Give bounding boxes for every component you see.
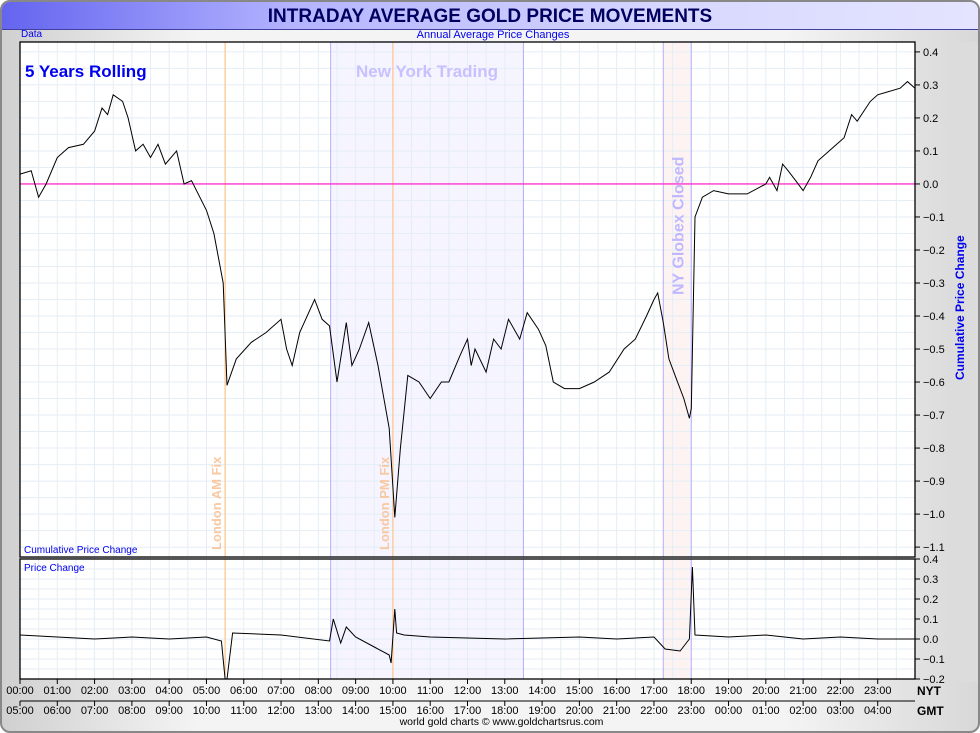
y-tick-label: −0.7 [923, 410, 945, 422]
series-line-price-change [19, 566, 915, 680]
y-tick-label: 0.2 [923, 594, 938, 606]
x-tick-label-gmt: 23:00 [677, 705, 705, 717]
x-tick-label-gmt: 16:00 [416, 705, 444, 717]
y-tick-label: −0.9 [923, 476, 945, 488]
y-tick-label: −1.0 [923, 509, 945, 521]
x-tick-label-gmt: 10:00 [193, 705, 221, 717]
y-tick-label: −0.1 [923, 654, 945, 666]
y-tick-label: 0.3 [923, 574, 938, 586]
panel-label: Cumulative Price Change [24, 545, 138, 556]
x-tick-label-nyt: 05:00 [193, 685, 221, 697]
x-tick-label-nyt: 07:00 [267, 685, 295, 697]
x-tick-label-nyt: 21:00 [789, 685, 817, 697]
y-tick-label: 0.1 [923, 614, 938, 626]
region-label: New York Trading [356, 62, 498, 81]
y-tick-label: −0.6 [923, 377, 945, 389]
y-tick-label: 0.3 [923, 80, 938, 92]
y-axis-label: Cumulative Price Change [953, 235, 967, 380]
corner-label: Data [21, 29, 43, 40]
x-tick-label-nyt: 18:00 [677, 685, 705, 697]
y-tick-label: 0.0 [923, 634, 938, 646]
y-tick-label: 0.4 [923, 47, 938, 59]
y-tick-label: −1.1 [923, 542, 945, 554]
x-tick-label-gmt: 22:00 [640, 705, 668, 717]
y-tick-label: −0.3 [923, 278, 945, 290]
x-tick-label-nyt: 12:00 [454, 685, 482, 697]
y-tick-label: −0.8 [923, 443, 945, 455]
x-tick-label-gmt: 02:00 [789, 705, 817, 717]
chart-title: INTRADAY AVERAGE GOLD PRICE MOVEMENTS [267, 6, 713, 27]
x-tick-label-nyt: 01:00 [44, 685, 72, 697]
y-tick-label: −0.5 [923, 344, 945, 356]
x-tick-label-nyt: 17:00 [640, 685, 668, 697]
x-tick-label-nyt: 20:00 [752, 685, 780, 697]
y-tick-label: −0.2 [923, 245, 945, 257]
y-tick-label: −0.1 [923, 212, 945, 224]
x-tick-label-nyt: 06:00 [230, 685, 258, 697]
x-tick-label-gmt: 14:00 [342, 705, 370, 717]
x-tick-label-gmt: 06:00 [44, 705, 72, 717]
x-tick-label-gmt: 08:00 [118, 705, 146, 717]
plot-border-0 [19, 41, 916, 558]
x-tick-label-gmt: 04:00 [864, 705, 892, 717]
x-tick-label-gmt: 21:00 [603, 705, 631, 717]
x-tick-label-nyt: 02:00 [81, 685, 109, 697]
x-tick-label-nyt: 11:00 [417, 685, 444, 697]
x-tick-label-gmt: 13:00 [305, 705, 333, 717]
x-tick-label-nyt: 15:00 [566, 685, 594, 697]
x-tick-label-gmt: 03:00 [827, 705, 855, 717]
series-line-cumulative [19, 80, 916, 518]
y-tick-label: 0.0 [923, 179, 938, 191]
event-label: London AM Fix [209, 456, 224, 550]
x-tick-label-nyt: 10:00 [379, 685, 407, 697]
event-label: London PM Fix [377, 456, 392, 550]
x-tick-label-gmt: 12:00 [267, 705, 295, 717]
region-label: NY Globex Closed [670, 157, 687, 295]
credit: world gold charts © www.goldchartsrus.co… [399, 716, 604, 728]
panel-label: Price Change [24, 563, 85, 574]
x-tick-label-nyt: 23:00 [864, 685, 892, 697]
x-tick-label-nyt: 09:00 [342, 685, 370, 697]
x-tick-label-nyt: 03:00 [118, 685, 146, 697]
x-tick-label-gmt: 01:00 [752, 705, 780, 717]
x-tick-label-nyt: 14:00 [528, 685, 556, 697]
x-tick-label-gmt: 15:00 [379, 705, 407, 717]
y-tick-label: −0.2 [923, 674, 945, 686]
y-tick-label: 0.4 [923, 554, 938, 566]
x-tick-label-gmt: 07:00 [81, 705, 109, 717]
x-tick-label-gmt: 19:00 [528, 705, 556, 717]
x-tick-label-nyt: 04:00 [155, 685, 183, 697]
x-tick-label-nyt: 13:00 [491, 685, 519, 697]
x-axis-label-nyt: NYT [917, 684, 942, 698]
x-tick-label-nyt: 19:00 [715, 685, 743, 697]
title-bar: INTRADAY AVERAGE GOLD PRICE MOVEMENTS [2, 2, 978, 30]
x-tick-label-nyt: 00:00 [6, 685, 34, 697]
x-tick-label-gmt: 11:00 [230, 705, 257, 717]
x-tick-label-gmt: 17:00 [454, 705, 482, 717]
x-tick-label-nyt: 08:00 [305, 685, 333, 697]
x-tick-label-gmt: 05:00 [6, 705, 34, 717]
x-tick-label-nyt: 16:00 [603, 685, 631, 697]
x-tick-label-gmt: 20:00 [566, 705, 594, 717]
x-tick-label-gmt: 18:00 [491, 705, 519, 717]
x-tick-label-nyt: 22:00 [827, 685, 855, 697]
y-tick-label: 0.2 [923, 113, 938, 125]
x-tick-label-gmt: 09:00 [155, 705, 183, 717]
rolling-annotation: 5 Years Rolling [25, 62, 147, 81]
y-tick-label: 0.1 [923, 146, 938, 158]
x-tick-label-gmt: 00:00 [715, 705, 743, 717]
right-strip [953, 42, 978, 682]
chart-subtitle: Annual Average Price Changes [416, 29, 570, 41]
y-tick-label: −0.4 [923, 311, 945, 323]
x-axis-label-gmt: GMT [917, 704, 944, 718]
